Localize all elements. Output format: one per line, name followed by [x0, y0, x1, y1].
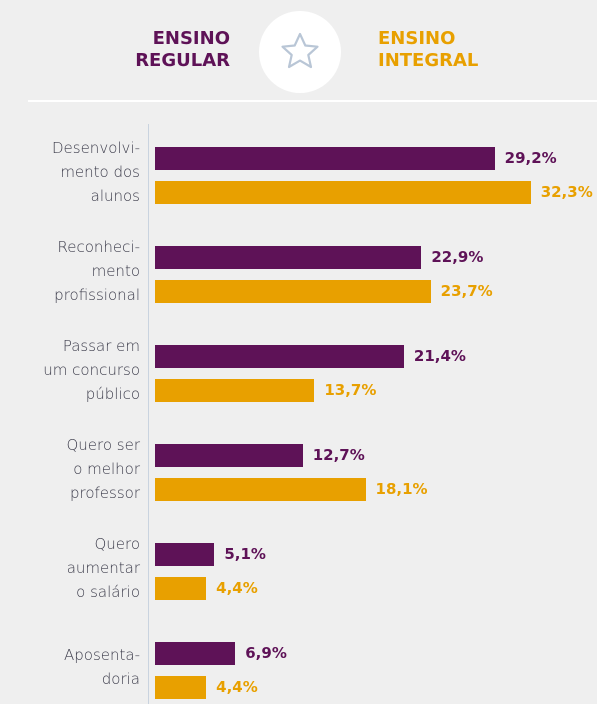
- value-label: 21,4%: [413, 347, 466, 365]
- value-label: 13,7%: [324, 381, 377, 399]
- bar: [155, 676, 207, 699]
- value-label: 12,7%: [312, 446, 365, 464]
- legend-entry: ENSINO INTEGRAL: [378, 28, 479, 71]
- value-label: 18,1%: [375, 480, 428, 498]
- bar: [155, 577, 207, 600]
- category-label: Quero ser o melhor professor: [66, 435, 140, 502]
- bar: [155, 543, 215, 566]
- category-label: Desenvolvi- mento dos alunos: [51, 138, 140, 205]
- value-label: 22,9%: [431, 248, 484, 266]
- value-label: 4,4%: [216, 579, 258, 597]
- icon-circle: [259, 11, 341, 93]
- bar: [155, 280, 431, 303]
- bar: [155, 444, 303, 467]
- value-label: 29,2%: [504, 149, 557, 167]
- bar: [155, 642, 236, 665]
- category-label: Reconheci- mento profissional: [54, 237, 140, 304]
- category-label: Passar em um concurso público: [43, 336, 140, 403]
- legend-entry: ENSINO REGULAR: [135, 28, 230, 71]
- value-label: 23,7%: [440, 282, 493, 300]
- bar: [155, 181, 531, 204]
- bar: [155, 246, 422, 269]
- value-label: 5,1%: [224, 545, 266, 563]
- axis-line: [148, 124, 149, 704]
- value-label: 32,3%: [540, 183, 593, 201]
- bar: [155, 147, 495, 170]
- bar: [155, 478, 366, 501]
- separator: [28, 100, 597, 102]
- category-label: Quero aumentar o salário: [66, 534, 140, 601]
- value-label: 6,9%: [245, 644, 287, 662]
- bar: [155, 379, 315, 402]
- bar: [155, 345, 404, 368]
- legend-icon: [259, 11, 341, 93]
- star-icon: [281, 32, 319, 69]
- category-label: Aposenta- doria: [64, 645, 140, 688]
- value-label: 4,4%: [216, 678, 258, 696]
